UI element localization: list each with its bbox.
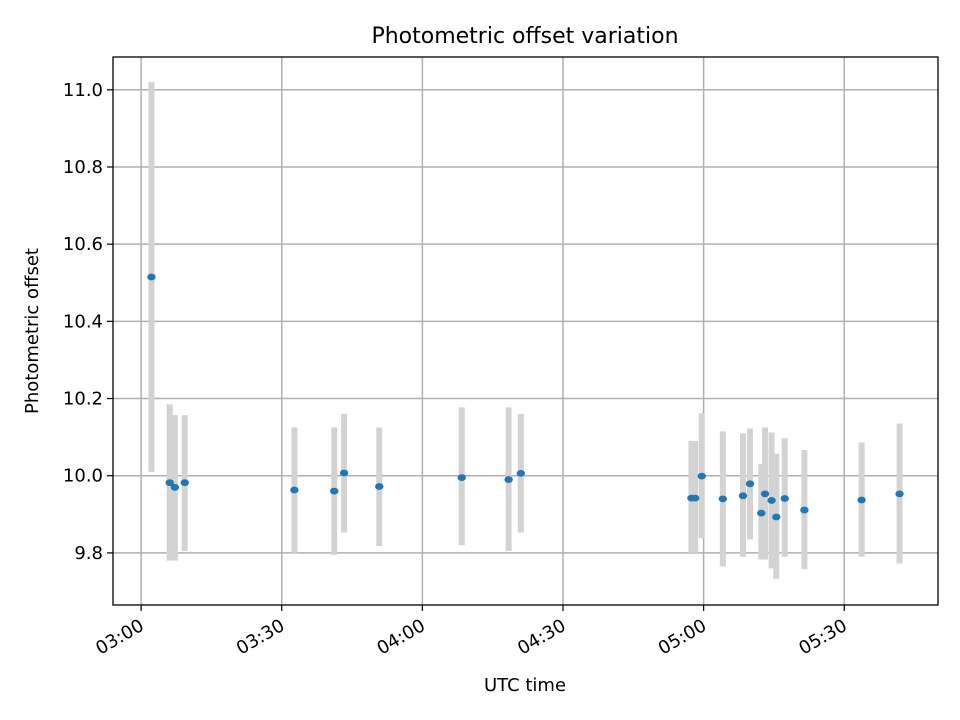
data-point: [738, 492, 748, 500]
data-point: [516, 470, 526, 477]
data-point: [147, 273, 156, 281]
data-point: [772, 513, 781, 521]
data-point: [800, 506, 809, 514]
data-point: [290, 486, 299, 494]
plot-frame: [112, 56, 939, 606]
data-point: [745, 480, 755, 488]
data-point: [180, 479, 189, 487]
data-point: [165, 479, 174, 487]
data-point: [457, 474, 466, 482]
data-point: [895, 490, 904, 498]
chart-title: Photometric offset variation: [371, 24, 678, 49]
data-point: [330, 487, 339, 495]
data-point: [375, 483, 384, 490]
x-axis-label: UTC time: [484, 675, 566, 696]
data-point: [767, 497, 776, 504]
data-point: [718, 495, 728, 503]
y-tick-label: 10.2: [63, 389, 103, 410]
y-axis-label: Photometric offset: [22, 248, 43, 414]
grid-layer: [113, 57, 938, 605]
data-point: [857, 496, 866, 504]
data-point: [690, 494, 700, 502]
y-tick-label: 10.4: [63, 311, 103, 332]
y-tick-label: 9.8: [74, 543, 103, 564]
y-tick-label: 11.0: [63, 80, 103, 101]
point-layer: [147, 273, 904, 521]
y-tick-label: 10.8: [63, 157, 103, 178]
data-point: [339, 469, 349, 477]
data-point: [760, 490, 770, 498]
data-point: [170, 483, 180, 491]
y-tick-label: 10.0: [63, 466, 103, 487]
data-point: [697, 472, 706, 480]
data-point: [504, 476, 513, 483]
y-tick-label: 10.6: [63, 234, 103, 255]
data-point: [780, 495, 789, 502]
data-point: [757, 509, 766, 517]
